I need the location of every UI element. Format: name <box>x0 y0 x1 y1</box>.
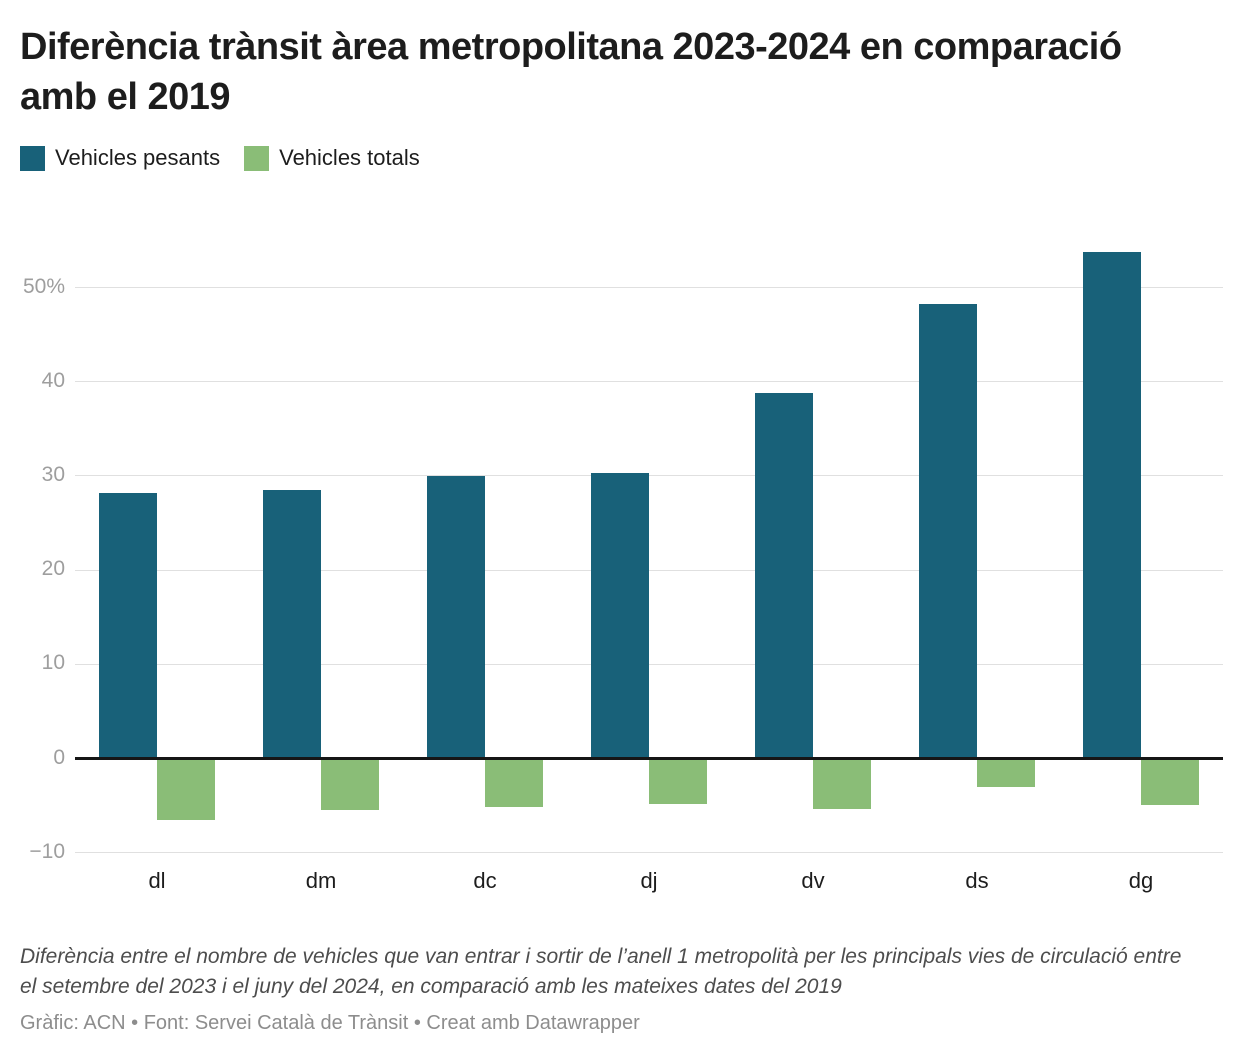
legend-label-vehicles-pesants: Vehicles pesants <box>55 145 221 170</box>
y-axis-tick-label--10: −10 <box>29 839 65 863</box>
y-axis-tick-label-0: 0 <box>53 745 65 769</box>
gridline-y-30 <box>75 475 1223 477</box>
bar-vehicles-pesants-dv[interactable] <box>755 393 813 759</box>
chart-credit-line: Gràfic: ACN • Font: Servei Català de Trà… <box>20 1012 640 1034</box>
gridline-y-50 <box>75 287 1223 288</box>
bar-vehicles-pesants-ds[interactable] <box>919 303 977 759</box>
bar-vehicles-pesants-dj[interactable] <box>591 473 649 759</box>
legend-item-vehicles-pesants: Vehicles pesants <box>20 145 220 171</box>
x-axis-label-dm: dm <box>305 868 337 893</box>
bar-vehicles-pesants-dg[interactable] <box>1083 251 1141 759</box>
bar-vehicles-totals-ds[interactable] <box>977 758 1035 787</box>
x-axis-label-ds: ds <box>965 868 989 893</box>
y-axis-tick-label-30: 30 <box>41 462 65 486</box>
x-axis-label-dv: dv <box>801 868 825 893</box>
gridline-y-10 <box>75 663 1223 665</box>
bar-vehicles-totals-dg[interactable] <box>1141 758 1199 805</box>
y-axis-tick-label-40: 40 <box>41 368 65 392</box>
page-title: Diferència trànsit àrea metropolitana 20… <box>20 26 1122 118</box>
gridline-y-40 <box>75 381 1223 383</box>
chart-description-note: Diferència entre el nombre de vehicles q… <box>20 945 1182 998</box>
bar-vehicles-totals-dm[interactable] <box>321 758 379 811</box>
legend-label-vehicles-totals: Vehicles totals <box>279 145 420 170</box>
x-axis-label-dl: dl <box>148 868 166 893</box>
bar-vehicles-totals-dl[interactable] <box>157 758 215 820</box>
bar-vehicles-pesants-dl[interactable] <box>99 492 157 759</box>
bar-vehicles-pesants-dm[interactable] <box>263 490 321 759</box>
zero-baseline <box>75 757 1223 760</box>
y-axis-tick-label-20: 20 <box>41 557 65 581</box>
gridline-y-20 <box>75 569 1223 571</box>
legend: Vehicles pesants Vehicles totals <box>20 145 420 171</box>
bar-vehicles-pesants-dc[interactable] <box>427 475 485 759</box>
legend-swatch-vehicles-totals <box>244 145 270 171</box>
x-axis-label-dj: dj <box>640 868 658 893</box>
y-axis-tick-label-50: 50% <box>22 274 65 298</box>
x-axis-label-dc: dc <box>473 868 497 893</box>
gridline-y--10 <box>75 852 1223 854</box>
legend-item-vehicles-totals: Vehicles totals <box>244 145 420 171</box>
y-axis-tick-label-10: 10 <box>41 651 65 675</box>
bar-vehicles-totals-dv[interactable] <box>813 758 871 810</box>
bar-vehicles-totals-dc[interactable] <box>485 758 543 808</box>
bar-vehicles-totals-dj[interactable] <box>649 758 707 804</box>
x-axis-label-dg: dg <box>1128 868 1154 893</box>
legend-swatch-vehicles-pesants <box>20 145 45 171</box>
